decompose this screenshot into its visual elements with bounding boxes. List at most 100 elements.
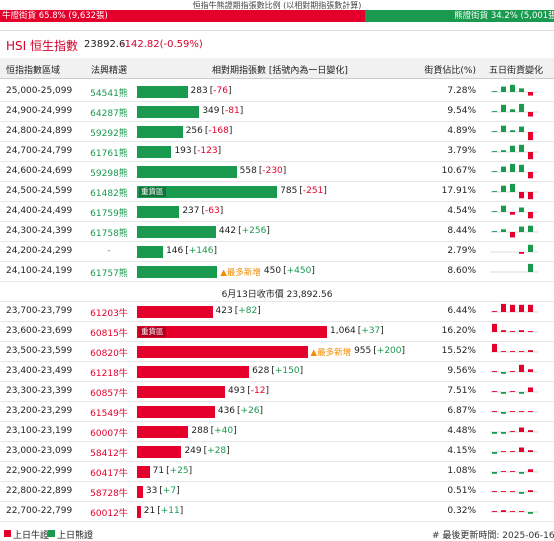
updated-text: # 最後更新時間: 2025-06-16 08:00 bbox=[432, 531, 554, 541]
five-day-bar bbox=[528, 490, 533, 492]
change: [-168] bbox=[204, 126, 233, 136]
five-day-bar bbox=[492, 131, 497, 132]
count-label: 193 bbox=[174, 146, 192, 156]
share: 4.54% bbox=[447, 206, 476, 216]
five-day-bar bbox=[501, 330, 506, 332]
change: [+200] bbox=[373, 346, 406, 356]
five-day-chart bbox=[490, 343, 538, 353]
five-day-bar bbox=[501, 451, 506, 452]
range: 24,600-24,699 bbox=[6, 166, 73, 176]
count-label: 71 bbox=[152, 466, 165, 476]
change: [+256] bbox=[238, 226, 270, 236]
five-day-chart bbox=[490, 323, 538, 333]
change-value: -168 bbox=[208, 126, 229, 136]
five-day-bar bbox=[519, 88, 524, 92]
five-day-bar bbox=[528, 225, 533, 232]
five-day-chart bbox=[490, 244, 538, 254]
row-divider bbox=[0, 461, 554, 462]
count-bar bbox=[137, 246, 164, 258]
count-label: 436 bbox=[217, 406, 236, 416]
share: 0.32% bbox=[447, 506, 476, 516]
product-code: 60007牛 bbox=[90, 429, 128, 439]
five-day-chart bbox=[490, 490, 538, 494]
index-name: HSI 恒生指數 bbox=[6, 39, 78, 53]
five-day-bar bbox=[501, 104, 506, 112]
share: 17.91% bbox=[441, 186, 476, 196]
five-day-bar bbox=[510, 351, 515, 352]
five-day-bar bbox=[528, 450, 533, 452]
change: [-12] bbox=[247, 386, 269, 396]
count-bar bbox=[137, 426, 189, 438]
five-day-chart bbox=[490, 225, 538, 238]
count-bar bbox=[137, 406, 215, 418]
count-bar bbox=[137, 266, 218, 278]
count-label: 1,064 bbox=[330, 326, 356, 336]
five-day-bar bbox=[528, 350, 533, 352]
range: 23,300-23,399 bbox=[6, 386, 73, 396]
five-day-chart bbox=[490, 447, 538, 454]
five-day-chart bbox=[490, 427, 538, 434]
five-day-bar bbox=[510, 163, 515, 172]
five-day-bar bbox=[510, 183, 515, 192]
change-value: +200 bbox=[376, 346, 402, 356]
five-day-chart bbox=[490, 510, 538, 514]
row-divider bbox=[0, 281, 554, 282]
row-divider bbox=[0, 381, 554, 382]
five-day-bar bbox=[528, 152, 533, 160]
change-value: -76 bbox=[213, 86, 228, 96]
five-day-bar bbox=[528, 369, 533, 372]
share: 7.51% bbox=[447, 386, 476, 396]
five-day-chart bbox=[490, 469, 538, 474]
count-bar bbox=[137, 486, 143, 498]
range: 23,500-23,599 bbox=[6, 346, 73, 356]
change: [+82] bbox=[234, 306, 261, 316]
column-header: 恒指指數區域 bbox=[6, 66, 61, 76]
five-day-chart bbox=[490, 364, 538, 374]
row-divider bbox=[0, 301, 554, 302]
legend-label: 上日熊證 bbox=[57, 531, 94, 541]
count-bar bbox=[137, 206, 180, 218]
header-row bbox=[0, 58, 554, 79]
close-label: 6月13日收市價 23,892.56 bbox=[221, 290, 333, 300]
product-code: 60417牛 bbox=[90, 469, 128, 479]
row-divider bbox=[0, 201, 554, 202]
five-day-bar bbox=[510, 471, 515, 472]
product-code: 58412牛 bbox=[90, 449, 128, 459]
change-value: +450 bbox=[286, 266, 312, 276]
five-day-bar bbox=[501, 351, 506, 352]
share: 8.60% bbox=[447, 266, 476, 276]
row-divider bbox=[0, 421, 554, 422]
five-day-bar bbox=[519, 192, 524, 199]
change-value: +256 bbox=[241, 226, 267, 236]
change-value: +37 bbox=[361, 326, 381, 336]
range: 23,000-23,099 bbox=[6, 446, 73, 456]
five-day-bar bbox=[501, 510, 506, 512]
product-code: 60815牛 bbox=[90, 329, 128, 339]
column-header: 相對期指張數 [括號內為一日變化] bbox=[212, 66, 348, 76]
range: 24,800-24,899 bbox=[6, 126, 73, 136]
five-day-bar bbox=[492, 111, 497, 112]
five-day-bar bbox=[510, 411, 515, 412]
five-day-bar bbox=[501, 372, 506, 374]
five-day-bar bbox=[519, 511, 524, 512]
column-header: 街貨佔比(%) bbox=[424, 66, 476, 76]
share: 1.08% bbox=[447, 466, 476, 476]
five-day-bar bbox=[519, 330, 524, 332]
change-value: +82 bbox=[238, 306, 258, 316]
product-code: 61757熊 bbox=[90, 269, 128, 279]
heavy-badge: 重貨區 bbox=[139, 187, 166, 197]
bull-ratio-label: 牛證街貨 65.8% (9,632張) bbox=[2, 11, 108, 21]
change-value: +7 bbox=[162, 486, 177, 496]
share: 15.52% bbox=[441, 346, 476, 356]
five-day-chart bbox=[490, 263, 538, 273]
change-value: +146 bbox=[188, 246, 214, 256]
five-day-bar bbox=[519, 126, 524, 132]
five-day-bar bbox=[492, 391, 497, 392]
five-day-bar bbox=[510, 145, 515, 152]
share: 6.87% bbox=[447, 406, 476, 416]
five-day-bar bbox=[528, 192, 533, 200]
count-bar bbox=[137, 446, 182, 458]
row-divider bbox=[0, 321, 554, 322]
count-label: 237 bbox=[182, 206, 200, 216]
